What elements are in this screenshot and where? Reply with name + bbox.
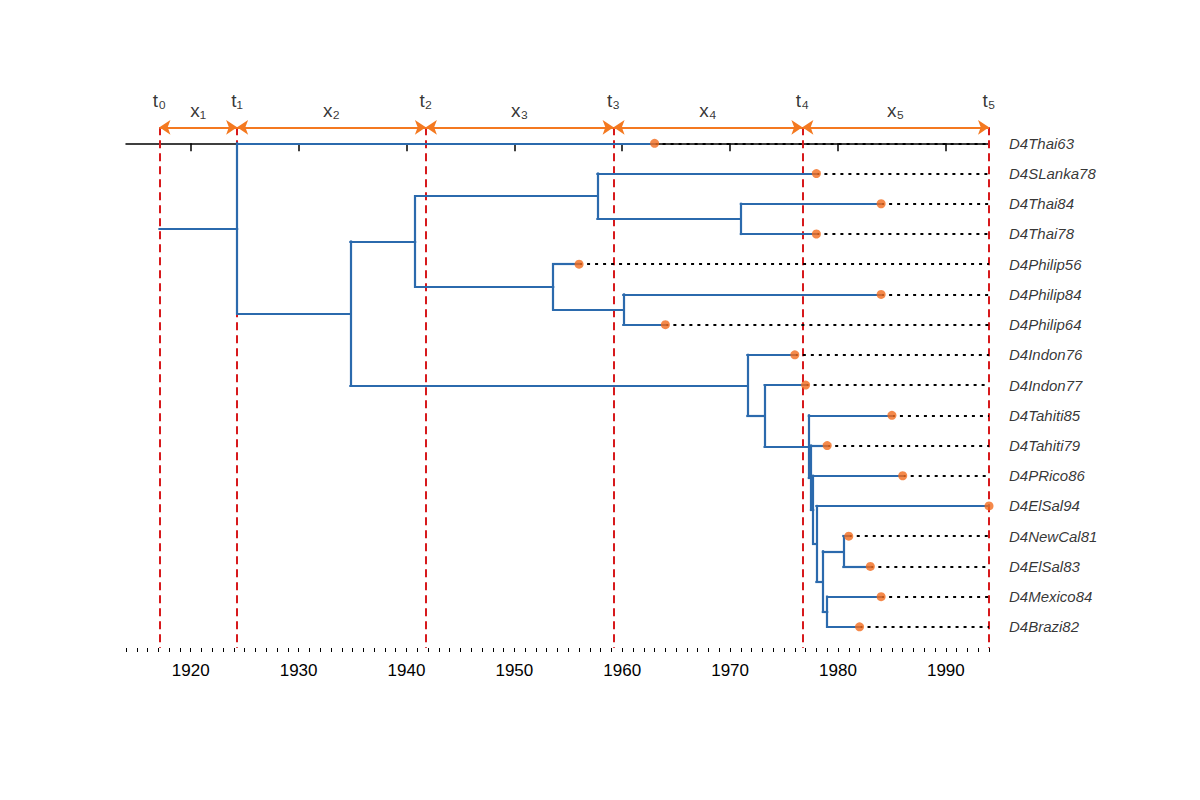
svg-text:x₃: x₃ [511, 100, 528, 121]
svg-text:x₁: x₁ [190, 100, 206, 121]
svg-text:D4Thai63: D4Thai63 [1009, 135, 1075, 152]
svg-text:D4Philip56: D4Philip56 [1009, 256, 1082, 273]
svg-text:D4Thai84: D4Thai84 [1009, 195, 1074, 212]
svg-text:D4ElSal94: D4ElSal94 [1009, 497, 1080, 514]
svg-text:t₅: t₅ [983, 90, 996, 111]
svg-text:x₄: x₄ [699, 100, 717, 121]
svg-text:D4Indon76: D4Indon76 [1009, 346, 1083, 363]
svg-text:1960: 1960 [603, 661, 641, 680]
svg-text:t₄: t₄ [796, 90, 809, 111]
svg-text:1930: 1930 [280, 661, 318, 680]
svg-text:D4SLanka78: D4SLanka78 [1009, 165, 1096, 182]
svg-text:t₃: t₃ [607, 90, 620, 111]
svg-text:1920: 1920 [172, 661, 210, 680]
svg-text:D4PRico86: D4PRico86 [1009, 467, 1086, 484]
svg-text:D4Tahiti79: D4Tahiti79 [1009, 437, 1081, 454]
svg-text:D4Philip64: D4Philip64 [1009, 316, 1082, 333]
svg-text:D4Thai78: D4Thai78 [1009, 225, 1075, 242]
svg-text:x₂: x₂ [323, 100, 340, 121]
svg-text:D4Mexico84: D4Mexico84 [1009, 588, 1092, 605]
svg-text:D4Philip84: D4Philip84 [1009, 286, 1082, 303]
svg-text:t₂: t₂ [420, 90, 433, 111]
svg-text:1950: 1950 [495, 661, 533, 680]
svg-text:1970: 1970 [711, 661, 749, 680]
svg-text:D4Brazi82: D4Brazi82 [1009, 618, 1080, 635]
svg-text:D4NewCal81: D4NewCal81 [1009, 528, 1097, 545]
svg-text:1980: 1980 [819, 661, 857, 680]
svg-text:t₁: t₁ [231, 90, 243, 111]
svg-text:1940: 1940 [388, 661, 426, 680]
svg-text:1990: 1990 [927, 661, 965, 680]
svg-text:D4Indon77: D4Indon77 [1009, 377, 1083, 394]
svg-text:x₅: x₅ [887, 100, 904, 121]
svg-text:t₀: t₀ [153, 90, 166, 111]
svg-text:D4ElSal83: D4ElSal83 [1009, 558, 1081, 575]
svg-text:D4Tahiti85: D4Tahiti85 [1009, 407, 1081, 424]
